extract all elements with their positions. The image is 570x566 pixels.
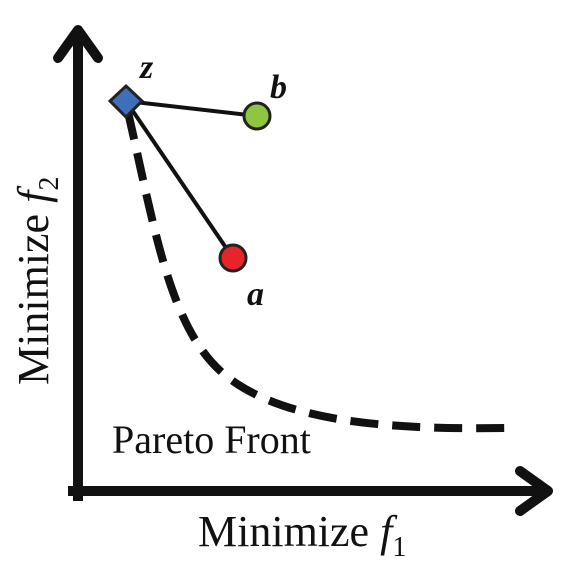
point-b-marker (242, 101, 272, 131)
connector-z-to-b (125, 99, 258, 118)
point-a-marker (218, 243, 248, 273)
pareto-front-curve (124, 111, 506, 433)
point-b-label: b (270, 69, 287, 106)
y-axis-label-prefix: Minimize (9, 203, 58, 385)
x-axis-label: Minimize f1 (198, 507, 406, 563)
point-z-label: z (139, 49, 154, 86)
pareto-front-label: Pareto Front (112, 417, 311, 462)
point-z-marker (107, 83, 145, 120)
y-axis-label-sub: 2 (34, 177, 65, 191)
connector-z-to-a (124, 99, 235, 260)
y-axis-arrowhead (53, 25, 103, 63)
y-axis-label: Minimize f2 (9, 177, 65, 385)
x-axis-label-prefix: Minimize (198, 507, 380, 556)
point-a-label: a (247, 276, 264, 313)
x-axis-arrowhead (515, 466, 553, 516)
x-axis-label-sub: 1 (392, 532, 406, 563)
